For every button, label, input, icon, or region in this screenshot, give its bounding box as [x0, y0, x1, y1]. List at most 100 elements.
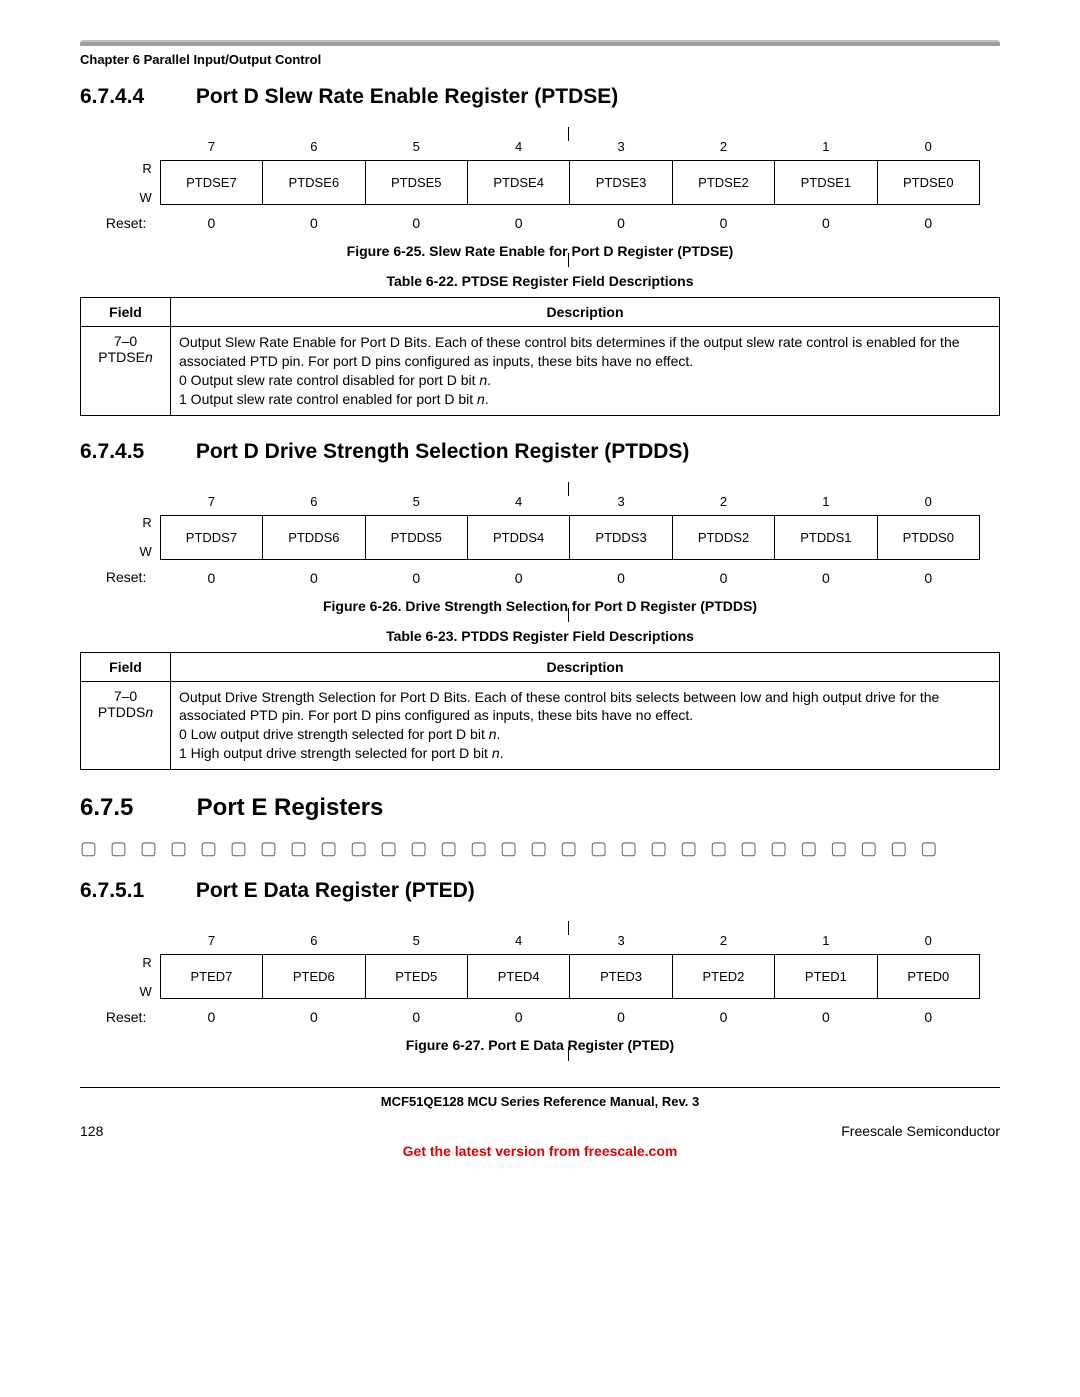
page-number: 128: [80, 1123, 103, 1139]
bit-num: 4: [467, 135, 569, 161]
bit-num: 0: [877, 929, 979, 955]
bit-cell: PTED1: [775, 955, 877, 999]
footer-manual-title: MCF51QE128 MCU Series Reference Manual, …: [80, 1094, 1000, 1109]
reset-row: Reset: 0 0 0 0 0 0 0 0: [100, 205, 980, 238]
reset-val: 0: [570, 205, 672, 238]
bit-cell: PTDSE7: [160, 161, 262, 205]
register-diagram-pted: 7 6 5 4 3 2 1 0 RW PTED7 PTED6 PTED5 PTE…: [100, 929, 980, 1031]
bit-cell: PTED3: [570, 955, 672, 999]
field-range: 7–0: [114, 333, 137, 349]
reset-val: 0: [877, 559, 979, 592]
header-rule: [80, 40, 1000, 46]
register-table: 7 6 5 4 3 2 1 0 RW PTDDS7 PTDDS6 PTDDS5 …: [100, 490, 980, 592]
desc-text: 1 Output slew rate control enabled for p…: [179, 391, 477, 407]
desc-text: 0 Low output drive strength selected for…: [179, 726, 489, 742]
register-diagram-ptdse: 7 6 5 4 3 2 1 0 RW PTDSE7 PTDSE6 PTDSE5 …: [100, 135, 980, 237]
bit-num: 1: [775, 490, 877, 516]
bit-cell: PTDDS6: [263, 515, 365, 559]
figure-caption: Figure 6-27. Port E Data Register (PTED): [80, 1037, 1000, 1053]
description-cell: Output Drive Strength Selection for Port…: [171, 681, 1000, 770]
page: Chapter 6 Parallel Input/Output Control …: [0, 0, 1080, 1189]
bit-num: 6: [263, 135, 365, 161]
reset-val: 0: [570, 559, 672, 592]
rw-label: RW: [100, 161, 160, 205]
reset-val: 0: [263, 559, 365, 592]
bit-cell: PTED6: [263, 955, 365, 999]
bit-cell: PTDDS5: [365, 515, 467, 559]
w-label: W: [139, 190, 151, 205]
rw-label: RW: [100, 515, 160, 559]
bit-num: 3: [570, 135, 672, 161]
table-row: 7–0 PTDDSn Output Drive Strength Selecti…: [81, 681, 1000, 770]
bit-cell: PTDDS0: [877, 515, 979, 559]
bit-num: 5: [365, 929, 467, 955]
desc-text: 1 High output drive strength selected fo…: [179, 745, 492, 761]
r-label: R: [142, 161, 151, 176]
bit-cell: PTDSE6: [263, 161, 365, 205]
reset-val: 0: [365, 999, 467, 1032]
desc-n: n: [479, 372, 487, 388]
table-caption: Table 6-23. PTDDS Register Field Descrip…: [80, 628, 1000, 644]
bit-num: 4: [467, 490, 569, 516]
w-label: W: [139, 544, 151, 559]
desc-text: 0 Output slew rate control disabled for …: [179, 372, 479, 388]
register-table: 7 6 5 4 3 2 1 0 RW PTDSE7 PTDSE6 PTDSE5 …: [100, 135, 980, 237]
reset-val: 0: [160, 999, 262, 1032]
th-field: Field: [81, 298, 171, 327]
section-heading-ptdse: 6.7.4.4 Port D Slew Rate Enable Register…: [80, 85, 1000, 109]
reset-val: 0: [467, 999, 569, 1032]
field-description-table-ptdds: Field Description 7–0 PTDDSn Output Driv…: [80, 652, 1000, 771]
table-row: 7–0 PTDSEn Output Slew Rate Enable for P…: [81, 327, 1000, 416]
bit-cell: PTDSE3: [570, 161, 672, 205]
r-label: R: [142, 515, 151, 530]
register-table: 7 6 5 4 3 2 1 0 RW PTED7 PTED6 PTED5 PTE…: [100, 929, 980, 1031]
reset-val: 0: [775, 559, 877, 592]
field-suffix: n: [145, 349, 153, 365]
field-name: PTDSE: [98, 349, 145, 365]
desc-n: n: [489, 726, 497, 742]
bit-num: 6: [263, 490, 365, 516]
field-cell: 7–0 PTDSEn: [81, 327, 171, 416]
r-label: R: [142, 955, 151, 970]
reset-label: Reset:: [100, 559, 160, 592]
center-tick-bottom: [568, 1047, 569, 1061]
bit-name-row: RW PTDSE7 PTDSE6 PTDSE5 PTDSE4 PTDSE3 PT…: [100, 161, 980, 205]
desc-text: Output Slew Rate Enable for Port D Bits.…: [179, 333, 991, 371]
bit-cell: PTED5: [365, 955, 467, 999]
reset-val: 0: [672, 999, 774, 1032]
bit-num: 4: [467, 929, 569, 955]
bit-cell: PTDSE1: [775, 161, 877, 205]
bit-cell: PTED4: [467, 955, 569, 999]
bit-num: 0: [877, 135, 979, 161]
bit-num: 2: [672, 929, 774, 955]
center-tick-bottom: [568, 608, 569, 622]
field-cell: 7–0 PTDDSn: [81, 681, 171, 770]
bit-cell: PTED7: [160, 955, 262, 999]
reset-label: Reset:: [100, 205, 160, 238]
bit-num: 3: [570, 490, 672, 516]
reset-val: 0: [160, 205, 262, 238]
bit-num: 3: [570, 929, 672, 955]
th-description: Description: [171, 298, 1000, 327]
table-caption: Table 6-22. PTDSE Register Field Descrip…: [80, 273, 1000, 289]
desc-n: n: [477, 391, 485, 407]
vendor-name: Freescale Semiconductor: [841, 1123, 1000, 1139]
footer-link[interactable]: Get the latest version from freescale.co…: [80, 1143, 1000, 1159]
bit-cell: PTDDS1: [775, 515, 877, 559]
section-number: 6.7.4.5: [80, 440, 190, 464]
bit-num: 5: [365, 135, 467, 161]
th-description: Description: [171, 652, 1000, 681]
center-tick-top: [568, 482, 569, 496]
reset-val: 0: [263, 999, 365, 1032]
section-heading-pted: 6.7.5.1 Port E Data Register (PTED): [80, 879, 1000, 903]
center-tick-top: [568, 127, 569, 141]
bit-cell: PTDDS2: [672, 515, 774, 559]
chapter-header: Chapter 6 Parallel Input/Output Control: [80, 52, 1000, 67]
bit-num: 7: [160, 929, 262, 955]
center-tick-top: [568, 921, 569, 935]
bit-num: 2: [672, 490, 774, 516]
desc-text: Output Drive Strength Selection for Port…: [179, 688, 991, 726]
th-field: Field: [81, 652, 171, 681]
bit-cell: PTED2: [672, 955, 774, 999]
field-description-table-ptdse: Field Description 7–0 PTDSEn Output Slew…: [80, 297, 1000, 416]
